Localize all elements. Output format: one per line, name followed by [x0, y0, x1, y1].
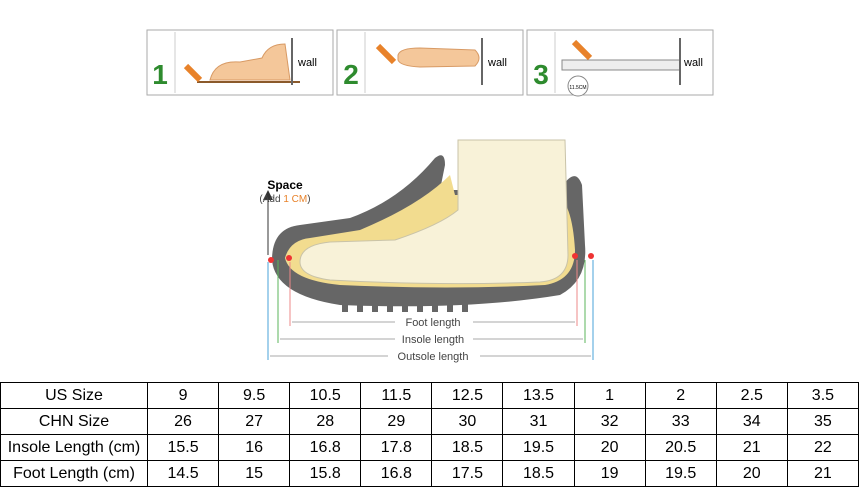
table-cell: 15.8 — [289, 460, 362, 487]
row-header: CHN Size — [0, 408, 148, 435]
table-cell: 2.5 — [715, 382, 788, 409]
table-cell: 18.5 — [502, 460, 575, 487]
table-row: Insole Length (cm) 15.5 16 16.8 17.8 18.5 19.5… — [0, 434, 859, 461]
table-cell: 31 — [502, 408, 575, 435]
table-cell: 21 — [715, 434, 788, 461]
table-cell: 19.5 — [502, 434, 575, 461]
table-cell: 30 — [431, 408, 504, 435]
row-header: Foot Length (cm) — [0, 460, 148, 487]
table-cell: 35 — [786, 408, 859, 435]
table-cell: 28 — [289, 408, 362, 435]
table-cell: 20.5 — [644, 434, 717, 461]
table-cell: 19 — [573, 460, 646, 487]
table-cell: 22 — [786, 434, 859, 461]
space-note-prefix: (Add — [259, 194, 280, 205]
space-label: Space — [267, 178, 303, 192]
table-cell: 1 — [573, 382, 646, 409]
table-cell: 3.5 — [786, 382, 859, 409]
table-cell: 34 — [715, 408, 788, 435]
table-cell: 11.5 — [360, 382, 433, 409]
step-number: 2 — [343, 59, 359, 90]
wall-label: wall — [487, 57, 507, 69]
row-header: Insole Length (cm) — [0, 434, 148, 461]
table-cell: 10.5 — [289, 382, 362, 409]
table-row: Foot Length (cm) 14.5 15 15.8 16.8 17.5 18.5 19… — [0, 460, 859, 487]
table-cell: 15.5 — [146, 434, 220, 461]
insole-length-label: Insole length — [402, 334, 464, 346]
wall-label: wall — [297, 57, 317, 69]
table-cell: 16 — [218, 434, 291, 461]
measure-label: 11.5CM — [569, 85, 586, 91]
table-row: US Size 9 9.5 10.5 11.5 12.5 13.5 1 2 2.5 3.5 — [0, 382, 859, 409]
size-table: US Size 9 9.5 10.5 11.5 12.5 13.5 1 2 2.5 3.5 CHN S… — [0, 382, 859, 487]
foot-length-label: Foot length — [405, 317, 460, 329]
table-cell: 18.5 — [431, 434, 504, 461]
outsole-length-label: Outsole length — [398, 351, 469, 363]
step-number: 3 — [533, 59, 549, 90]
shoe-diagram: Foot length Insole length Outsole length… — [259, 139, 594, 363]
steps: 1 2 3 11.5CM wall wall wall — [146, 29, 714, 97]
table-cell: 27 — [218, 408, 291, 435]
table-cell: 33 — [644, 408, 717, 435]
table-cell: 15 — [218, 460, 291, 487]
table-cell: 19.5 — [644, 460, 717, 487]
table-cell: 21 — [786, 460, 859, 487]
table-cell: 9.5 — [218, 382, 291, 409]
row-header: US Size — [0, 382, 148, 409]
table-cell: 16.8 — [289, 434, 362, 461]
space-note: (Add 1 CM) — [259, 194, 310, 205]
table-cell: 9 — [146, 382, 220, 409]
table-cell: 17.5 — [431, 460, 504, 487]
table-cell: 13.5 — [502, 382, 575, 409]
table-cell: 20 — [573, 434, 646, 461]
space-note-suffix: ) — [307, 194, 310, 205]
space-note-value: 1 CM — [283, 194, 307, 205]
step-number: 1 — [152, 59, 168, 90]
table-cell: 29 — [360, 408, 433, 435]
table-cell: 20 — [715, 460, 788, 487]
table-cell: 12.5 — [431, 382, 504, 409]
table-cell: 2 — [644, 382, 717, 409]
table-cell: 14.5 — [146, 460, 220, 487]
table-cell: 32 — [573, 408, 646, 435]
table-cell: 16.8 — [360, 460, 433, 487]
illustration: 1 2 3 11.5CM wall wall wall Foot length … — [146, 29, 714, 363]
table-cell: 17.8 — [360, 434, 433, 461]
table-cell: 26 — [146, 408, 220, 435]
table-row: CHN Size 26 27 28 29 30 31 32 33 34 35 — [0, 408, 859, 435]
wall-label: wall — [683, 57, 703, 69]
